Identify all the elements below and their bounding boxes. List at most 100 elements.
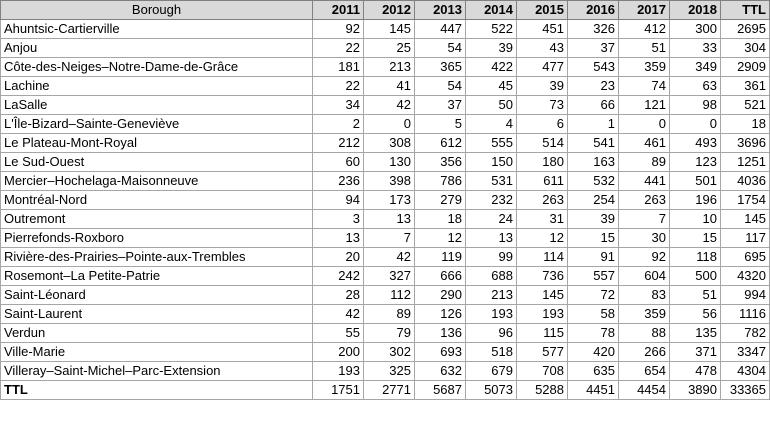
value-cell: 150 — [465, 152, 517, 172]
value-cell: 12 — [516, 228, 568, 248]
header-year: 2018 — [669, 0, 721, 20]
value-cell: 42 — [363, 95, 415, 115]
table-row: Ahuntsic-Cartierville 92 145 447 522 451 326 41… — [0, 19, 770, 39]
value-cell: 604 — [618, 266, 670, 286]
value-cell: 522 — [465, 19, 517, 39]
value-cell: 302 — [363, 342, 415, 362]
value-cell: 708 — [516, 361, 568, 381]
value-cell: 359 — [618, 57, 670, 77]
value-cell: 635 — [567, 361, 619, 381]
borough-name-cell: Côte-des-Neiges–Notre-Dame-de-Grâce — [0, 57, 313, 77]
row-total-cell: 1116 — [720, 304, 770, 324]
value-cell: 3 — [312, 209, 364, 229]
value-cell: 555 — [465, 133, 517, 153]
value-cell: 92 — [312, 19, 364, 39]
value-cell: 236 — [312, 171, 364, 191]
value-cell: 263 — [516, 190, 568, 210]
value-cell: 326 — [567, 19, 619, 39]
table-row: Rivière-des-Prairies–Pointe-aux-Trembles… — [0, 247, 770, 267]
value-cell: 371 — [669, 342, 721, 362]
value-cell: 7 — [618, 209, 670, 229]
value-cell: 145 — [516, 285, 568, 305]
value-cell: 290 — [414, 285, 466, 305]
value-cell: 28 — [312, 285, 364, 305]
value-cell: 10 — [669, 209, 721, 229]
row-total-cell: 304 — [720, 38, 770, 58]
borough-name-cell: Mercier–Hochelaga-Maisonneuve — [0, 171, 313, 191]
total-label: TTL — [0, 380, 313, 400]
table-row: Villeray–Saint-Michel–Parc-Extension 193 3… — [0, 361, 770, 381]
header-year: 2013 — [414, 0, 466, 20]
value-cell: 42 — [363, 247, 415, 267]
value-cell: 412 — [618, 19, 670, 39]
value-cell: 33 — [669, 38, 721, 58]
table-row: Rosemont–La Petite-Patrie 242 327 666 688 736… — [0, 266, 770, 286]
value-cell: 92 — [618, 247, 670, 267]
value-cell: 58 — [567, 304, 619, 324]
value-cell: 30 — [618, 228, 670, 248]
value-cell: 193 — [465, 304, 517, 324]
header-borough: Borough — [0, 0, 313, 20]
value-cell: 451 — [516, 19, 568, 39]
value-cell: 308 — [363, 133, 415, 153]
value-cell: 96 — [465, 323, 517, 343]
value-cell: 300 — [669, 19, 721, 39]
value-cell: 34 — [312, 95, 364, 115]
value-cell: 786 — [414, 171, 466, 191]
row-total-cell: 361 — [720, 76, 770, 96]
table-row: Outremont 3 13 18 24 31 39 7 10 145 — [0, 209, 770, 229]
value-cell: 212 — [312, 133, 364, 153]
value-cell: 13 — [363, 209, 415, 229]
table-row: Mercier–Hochelaga-Maisonneuve 236 398 786 53… — [0, 171, 770, 191]
borough-name-cell: Verdun — [0, 323, 313, 343]
total-cell: 3890 — [669, 380, 721, 400]
value-cell: 63 — [669, 76, 721, 96]
value-cell: 612 — [414, 133, 466, 153]
value-cell: 25 — [363, 38, 415, 58]
value-cell: 0 — [618, 114, 670, 134]
value-cell: 41 — [363, 76, 415, 96]
value-cell: 39 — [516, 76, 568, 96]
value-cell: 420 — [567, 342, 619, 362]
value-cell: 478 — [669, 361, 721, 381]
value-cell: 232 — [465, 190, 517, 210]
value-cell: 126 — [414, 304, 466, 324]
value-cell: 99 — [465, 247, 517, 267]
value-cell: 22 — [312, 38, 364, 58]
value-cell: 266 — [618, 342, 670, 362]
value-cell: 118 — [669, 247, 721, 267]
value-cell: 72 — [567, 285, 619, 305]
value-cell: 98 — [669, 95, 721, 115]
value-cell: 441 — [618, 171, 670, 191]
value-cell: 518 — [465, 342, 517, 362]
table-row: Lachine 22 41 54 45 39 23 74 63 361 — [0, 76, 770, 96]
value-cell: 43 — [516, 38, 568, 58]
value-cell: 365 — [414, 57, 466, 77]
value-cell: 447 — [414, 19, 466, 39]
total-cell: 5687 — [414, 380, 466, 400]
borough-name-cell: Saint-Léonard — [0, 285, 313, 305]
value-cell: 39 — [465, 38, 517, 58]
table-row: Saint-Léonard 28 112 290 213 145 72 83 51 994 — [0, 285, 770, 305]
value-cell: 83 — [618, 285, 670, 305]
value-cell: 196 — [669, 190, 721, 210]
value-cell: 119 — [414, 247, 466, 267]
borough-name-cell: Montréal-Nord — [0, 190, 313, 210]
row-total-cell: 1754 — [720, 190, 770, 210]
value-cell: 349 — [669, 57, 721, 77]
value-cell: 254 — [567, 190, 619, 210]
value-cell: 242 — [312, 266, 364, 286]
value-cell: 422 — [465, 57, 517, 77]
value-cell: 123 — [669, 152, 721, 172]
value-cell: 23 — [567, 76, 619, 96]
value-cell: 54 — [414, 76, 466, 96]
table-row: Verdun 55 79 136 96 115 78 88 135 782 — [0, 323, 770, 343]
value-cell: 55 — [312, 323, 364, 343]
table-row: Ville-Marie 200 302 693 518 577 420 266 371 3347 — [0, 342, 770, 362]
grand-total-cell: 33365 — [720, 380, 770, 400]
value-cell: 398 — [363, 171, 415, 191]
value-cell: 20 — [312, 247, 364, 267]
value-cell: 693 — [414, 342, 466, 362]
table-row: LaSalle 34 42 37 50 73 66 121 98 521 — [0, 95, 770, 115]
value-cell: 114 — [516, 247, 568, 267]
